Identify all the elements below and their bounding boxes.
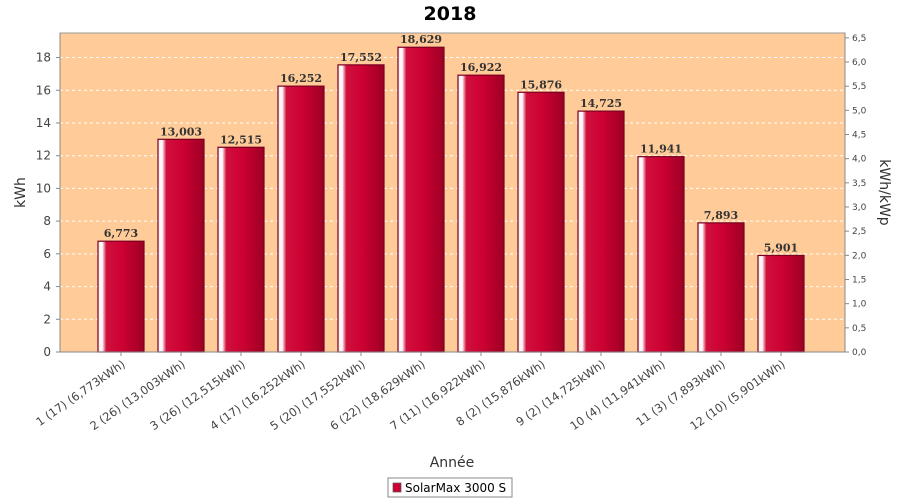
y-right-tick-label: 6,0: [852, 58, 867, 68]
bar: [337, 64, 385, 353]
x-axis: 1 (17) (6,773kWh)2 (26) (13,003kWh)3 (26…: [33, 351, 845, 433]
y-tick-label: 10: [36, 181, 51, 195]
y-axis-left: 0 2 4 6 8 10 12 14 16 18: [36, 33, 61, 359]
bar: [217, 146, 265, 353]
bar: [757, 254, 805, 353]
bar: [397, 46, 445, 353]
bar-value-label: 17,552: [340, 51, 382, 64]
data-labels: 6,773 13,003 12,515 16,252 17,552 18,629 16,92…: [104, 33, 798, 254]
y-right-tick-label: 0,5: [852, 324, 866, 334]
y-right-tick-label: 5,5: [852, 82, 866, 92]
legend: SolarMax 3000 S: [387, 477, 513, 498]
bar-value-label: 12,515: [220, 133, 262, 146]
y-right-tick-label: 1,5: [852, 276, 866, 286]
y-tick-label: 4: [43, 280, 51, 294]
bar: [517, 91, 565, 353]
y-tick-label: 18: [36, 51, 51, 65]
bar: [97, 240, 145, 353]
y-tick-label: 8: [43, 214, 51, 228]
bar-value-label: 11,941: [640, 143, 682, 156]
bar-value-label: 16,922: [460, 61, 502, 74]
bar: [577, 110, 625, 353]
y-right-tick-label: 1,0: [852, 300, 867, 310]
bar-value-label: 6,773: [104, 227, 138, 240]
y-right-tick-label: 2,5: [852, 227, 866, 237]
bar-value-label: 18,629: [400, 33, 442, 46]
bar-value-label: 13,003: [160, 125, 202, 138]
bar-value-label: 14,725: [580, 97, 622, 110]
bar-value-label: 5,901: [764, 241, 798, 254]
bar-value-label: 15,876: [520, 78, 562, 91]
y-axis-right-label: kWh/kWp: [876, 159, 892, 225]
bar: [637, 156, 685, 353]
y-tick-label: 0: [43, 345, 51, 359]
chart-title: 2018: [424, 3, 477, 25]
y-axis-label: kWh: [13, 177, 29, 208]
y-axis-right: 0,0 0,5 1,0 1,5 2,0 2,5 3,0 3,5 4,0 4,5 5,0 5,5 6,0 6…: [844, 33, 867, 358]
legend-box: [387, 477, 513, 498]
legend-swatch: [392, 482, 402, 493]
bars: [97, 46, 805, 353]
bar: [277, 85, 325, 353]
bar-value-label: 16,252: [280, 72, 322, 85]
y-right-tick-label: 4,5: [852, 131, 866, 141]
bar-value-label: 7,893: [704, 209, 738, 222]
y-right-tick-label: 4,0: [852, 155, 867, 165]
y-right-tick-label: 0,0: [852, 348, 867, 358]
y-tick-label: 2: [43, 312, 51, 326]
y-tick-label: 16: [36, 83, 51, 97]
bar: [457, 74, 505, 353]
y-right-tick-label: 2,0: [852, 251, 867, 261]
y-right-tick-label: 3,0: [852, 203, 867, 213]
y-tick-label: 12: [36, 149, 51, 163]
y-tick-label: 6: [43, 247, 51, 261]
y-right-tick-label: 5,0: [852, 106, 867, 116]
legend-entry: SolarMax 3000 S: [405, 481, 506, 495]
bar: [697, 222, 745, 353]
x-axis-label: Année: [430, 455, 475, 471]
y-right-tick-label: 3,5: [852, 179, 866, 189]
y-right-tick-label: 6,5: [852, 34, 866, 44]
y-tick-label: 14: [36, 116, 51, 130]
bar: [157, 138, 205, 353]
